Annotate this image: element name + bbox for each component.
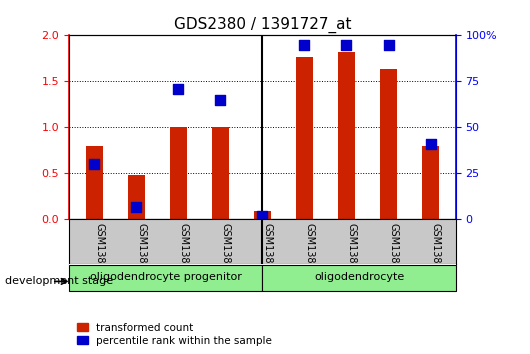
Bar: [86, 146, 102, 219]
Text: GSM138287: GSM138287: [388, 223, 399, 282]
Bar: [69, 265, 262, 291]
Point: [342, 42, 351, 47]
Text: GSM138282: GSM138282: [178, 223, 188, 282]
Point: [384, 42, 393, 47]
Point: [426, 141, 435, 147]
Bar: [296, 57, 313, 219]
Bar: [170, 127, 187, 219]
Text: GSM138285: GSM138285: [304, 223, 314, 282]
Text: development stage: development stage: [5, 276, 113, 286]
Text: GSM138288: GSM138288: [430, 223, 440, 282]
Point: [132, 204, 140, 210]
Text: GSM138284: GSM138284: [262, 223, 272, 282]
Text: oligodendrocyte: oligodendrocyte: [314, 272, 404, 282]
Title: GDS2380 / 1391727_at: GDS2380 / 1391727_at: [174, 16, 351, 33]
Bar: [380, 69, 397, 219]
Bar: [212, 127, 229, 219]
Point: [90, 161, 99, 167]
Point: [300, 42, 308, 47]
Text: oligodendrocyte progenitor: oligodendrocyte progenitor: [90, 272, 242, 282]
Bar: [128, 175, 145, 219]
Legend: transformed count, percentile rank within the sample: transformed count, percentile rank withi…: [74, 319, 275, 349]
Bar: [254, 211, 271, 219]
Text: GSM138281: GSM138281: [136, 223, 146, 282]
Text: GSM138286: GSM138286: [347, 223, 357, 282]
Text: GSM138280: GSM138280: [94, 223, 104, 282]
Bar: [262, 265, 456, 291]
Bar: [338, 52, 355, 219]
Point: [258, 213, 267, 219]
Text: GSM138283: GSM138283: [220, 223, 231, 282]
Point: [174, 86, 182, 92]
Point: [216, 97, 225, 103]
Bar: [422, 146, 439, 219]
